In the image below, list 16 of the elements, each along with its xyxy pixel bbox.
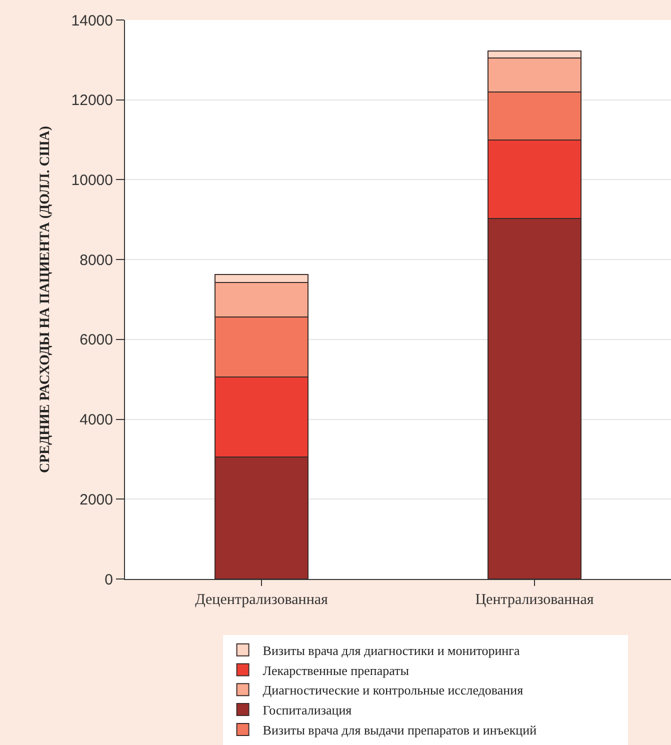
y-tick-label: 0 bbox=[104, 571, 113, 588]
y-tick-label: 14000 bbox=[71, 12, 113, 30]
y-axis-title: СРЕДНИЕ РАСХОДЫ НА ПАЦИЕНТА (ДОЛЛ. США) bbox=[38, 126, 53, 474]
y-tick-label: 10000 bbox=[71, 172, 113, 189]
legend-label: Диагностические и контрольные исследования bbox=[262, 682, 524, 698]
legend-label: Визиты врача для диагностики и мониторинга bbox=[262, 642, 520, 658]
y-tick-label: 2000 bbox=[80, 491, 113, 508]
x-tick-label: Централизованная bbox=[475, 592, 594, 608]
legend-label: Госпитализация bbox=[262, 702, 352, 718]
x-tick-label: Децентрализованная bbox=[195, 592, 328, 608]
y-tick-label: 12000 bbox=[71, 92, 113, 110]
legend-label: Визиты врача для выдачи препаратов и инъекций bbox=[262, 722, 537, 738]
y-tick-label: 4000 bbox=[80, 412, 113, 429]
y-tick-label: 8000 bbox=[80, 252, 113, 269]
legend-label: Лекарственные препараты bbox=[262, 662, 410, 678]
y-tick-label: 6000 bbox=[80, 332, 113, 349]
